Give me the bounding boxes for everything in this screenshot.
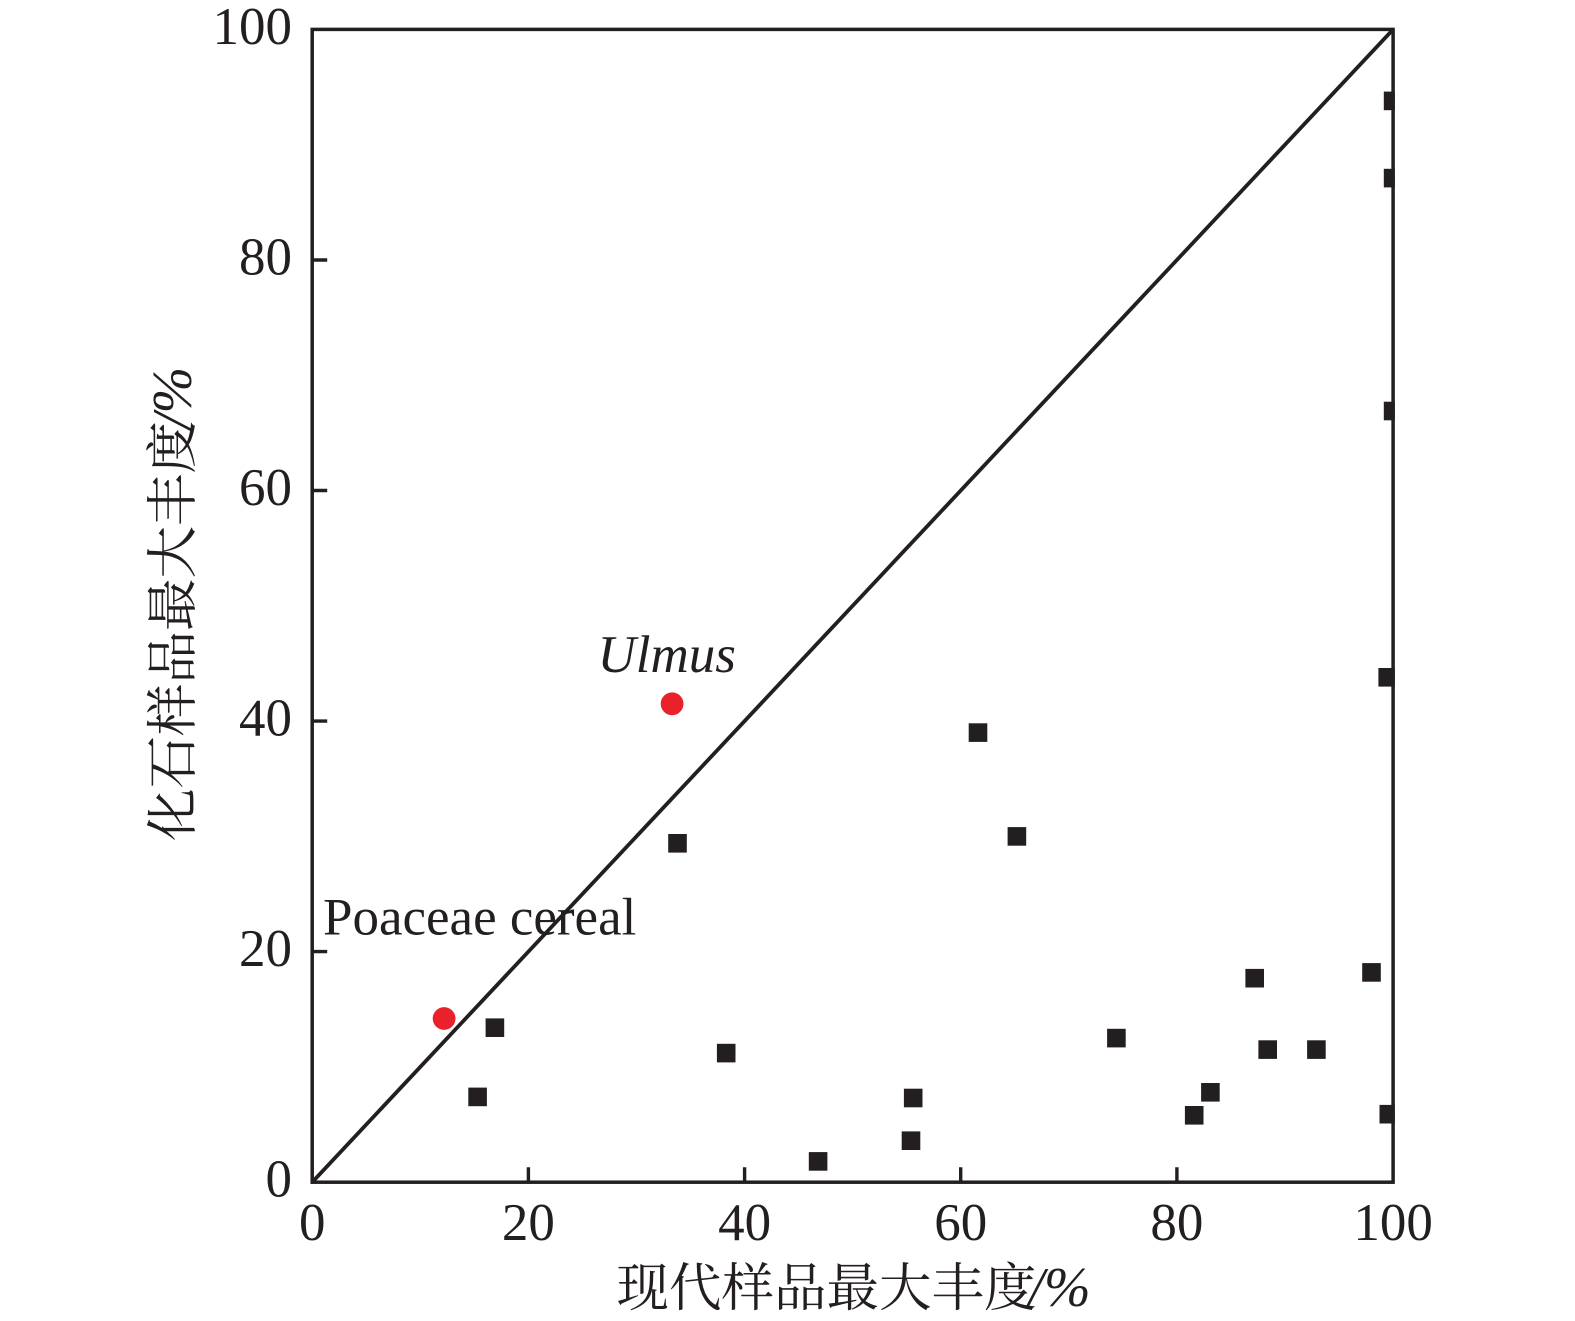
svg-text:40: 40 bbox=[718, 1194, 771, 1252]
svg-text:20: 20 bbox=[502, 1194, 555, 1252]
svg-text:40: 40 bbox=[239, 690, 292, 748]
svg-text:60: 60 bbox=[239, 459, 292, 517]
svg-text:Ulmus: Ulmus bbox=[598, 626, 736, 684]
svg-text:100: 100 bbox=[1353, 1194, 1433, 1252]
svg-text:/%: /% bbox=[1026, 1257, 1091, 1319]
svg-text:100: 100 bbox=[213, 0, 293, 56]
svg-text:0: 0 bbox=[266, 1151, 293, 1209]
svg-text:20: 20 bbox=[239, 920, 292, 978]
svg-text:Poaceae cereal: Poaceae cereal bbox=[323, 888, 636, 946]
svg-text:60: 60 bbox=[934, 1194, 987, 1252]
svg-text:80: 80 bbox=[1150, 1194, 1203, 1252]
svg-text:0: 0 bbox=[299, 1194, 326, 1252]
svg-text:80: 80 bbox=[239, 229, 292, 287]
svg-text:/%: /% bbox=[142, 367, 204, 432]
